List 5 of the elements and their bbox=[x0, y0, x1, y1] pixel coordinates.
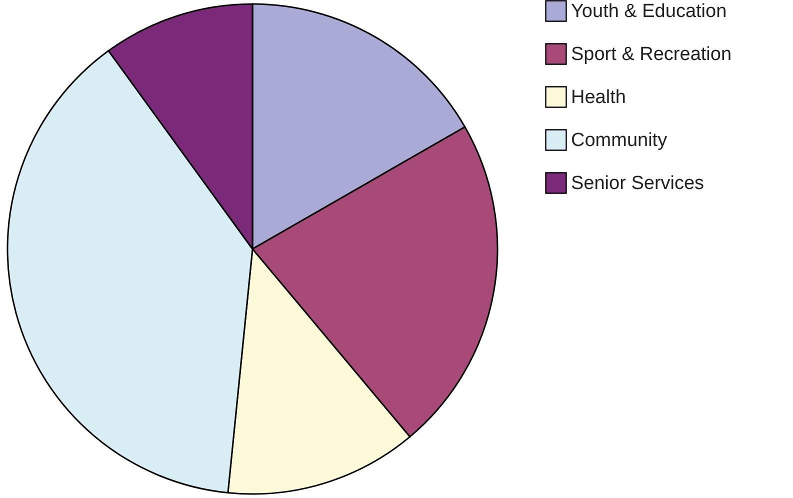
legend-label: Senior Services bbox=[571, 173, 704, 194]
legend-label: Sport & Recreation bbox=[571, 44, 732, 65]
legend-label: Health bbox=[571, 87, 626, 108]
legend-label: Community bbox=[571, 130, 668, 151]
legend-label: Youth & Education bbox=[571, 1, 727, 22]
